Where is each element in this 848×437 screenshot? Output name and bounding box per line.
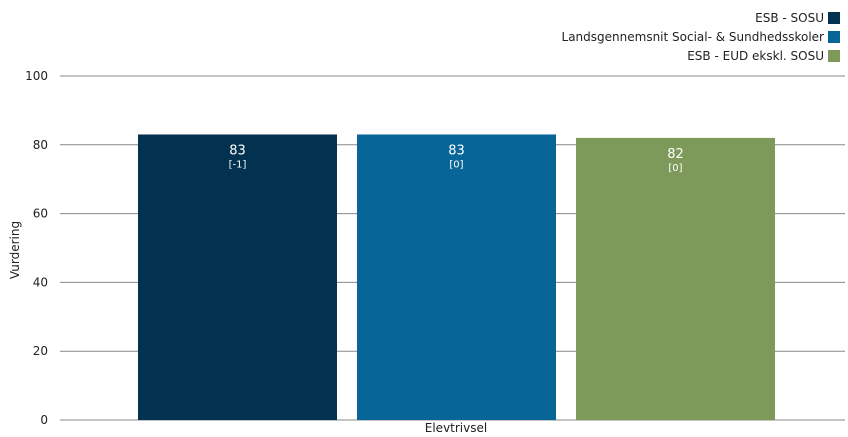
bar — [357, 134, 556, 421]
legend-label: ESB - SOSU — [755, 10, 824, 25]
y-tick-label: 100 — [25, 69, 48, 83]
bar-value-label: 83 — [448, 143, 465, 158]
y-tick-label: 80 — [33, 138, 48, 152]
bar-value-label: 82 — [667, 147, 684, 162]
legend-swatch — [828, 11, 840, 24]
legend-label: ESB - EUD ekskl. SOSU — [687, 48, 824, 63]
y-tick-label: 60 — [33, 207, 48, 221]
legend-item-landsgennemsnit: Landsgennemsnit Social- & Sundhedsskoler — [440, 27, 840, 46]
bar-change-label: [0] — [449, 159, 463, 170]
bar — [576, 137, 775, 421]
y-tick-label: 40 — [33, 275, 48, 289]
y-tick-label: 0 — [40, 413, 48, 427]
x-category-label: Elevtrivsel — [425, 421, 487, 435]
legend-item-esb-sosu: ESB - SOSU — [440, 8, 840, 27]
legend-label: Landsgennemsnit Social- & Sundhedsskoler — [561, 29, 824, 44]
bar-value-label: 83 — [229, 143, 246, 158]
y-tick-label: 20 — [33, 344, 48, 358]
bar-change-label: [-1] — [229, 159, 247, 170]
legend-item-esb-eud: ESB - EUD ekskl. SOSU — [440, 46, 840, 65]
bar-labels: 83[-1]83[0]82[0] — [229, 143, 684, 173]
legend-swatch — [828, 49, 840, 62]
bar — [138, 134, 337, 421]
bars — [138, 134, 775, 421]
y-axis-title: Vurdering — [8, 221, 22, 279]
legend-swatch — [828, 30, 840, 43]
legend: ESB - SOSU Landsgennemsnit Social- & Sun… — [440, 8, 840, 65]
y-axis-ticks: 0 20 40 60 80 100 — [25, 69, 48, 427]
bar-change-label: [0] — [668, 163, 682, 174]
